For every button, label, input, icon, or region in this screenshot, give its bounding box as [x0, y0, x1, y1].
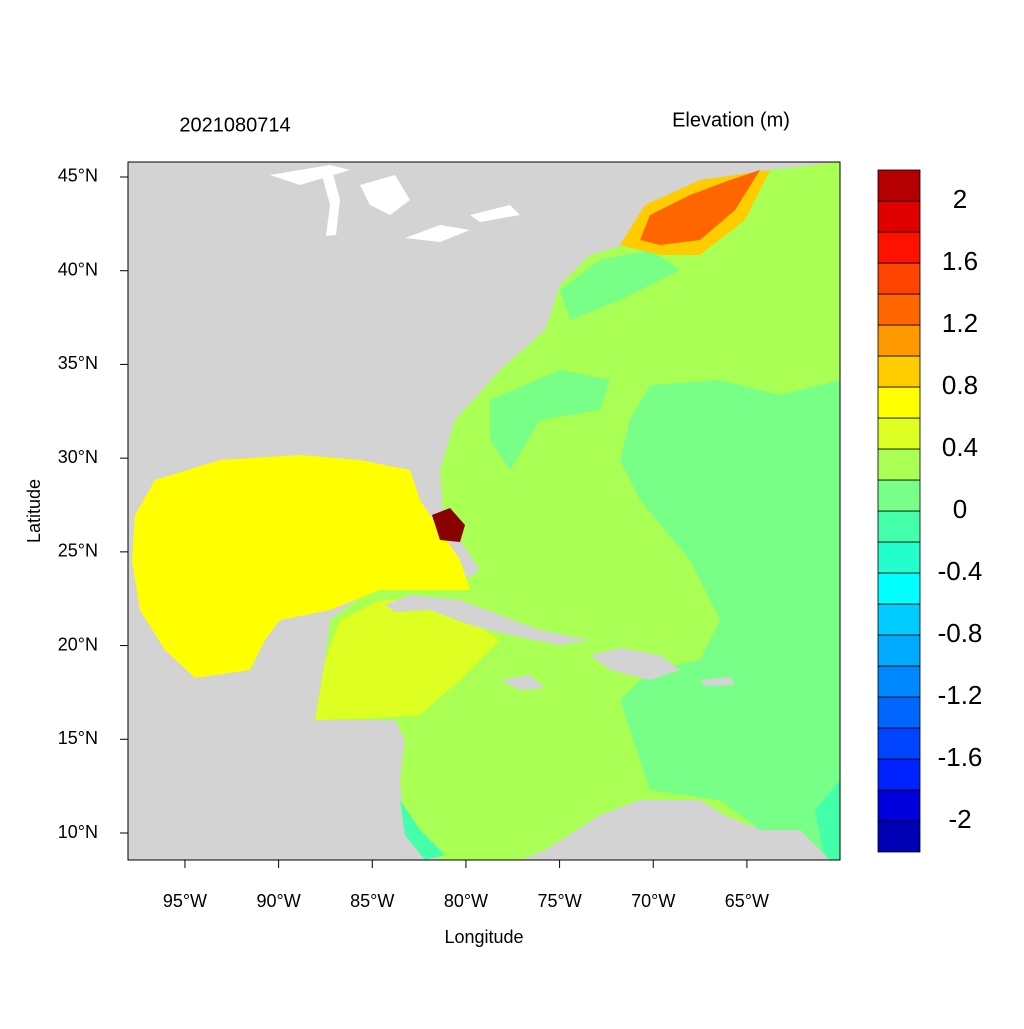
shelf-low — [560, 250, 680, 320]
colorbar-box — [877, 789, 921, 822]
western-caribbean — [315, 600, 500, 720]
plot-frame — [127, 161, 841, 861]
y-tick-label: 10°N — [58, 822, 98, 842]
colorbar-tick-label: 1.6 — [942, 246, 978, 276]
x-axis-label: Longitude — [444, 927, 523, 947]
colorbar-box — [877, 355, 921, 388]
colorbar-box — [877, 603, 921, 636]
x-tick-label: 90°W — [256, 891, 300, 911]
cuba — [385, 595, 590, 645]
colorbar-box — [877, 665, 921, 698]
colorbar-box — [877, 262, 921, 295]
x-axis: 95°W 90°W 85°W 80°W 75°W 70°W 65°W — [163, 860, 769, 911]
x-tick-label: 75°W — [537, 891, 581, 911]
colorbar-box — [877, 448, 921, 481]
jamaica — [500, 675, 545, 690]
shelf-low — [490, 370, 610, 470]
puerto-rico — [700, 677, 735, 686]
colorbar-box — [877, 417, 921, 450]
y-tick-label: 15°N — [58, 728, 98, 748]
florida-surge — [432, 508, 465, 542]
colorbar-box — [877, 510, 921, 543]
x-tick-label: 65°W — [725, 891, 769, 911]
colorbar-box — [877, 634, 921, 667]
x-tick-label: 70°W — [631, 891, 675, 911]
colorbar-box — [877, 386, 921, 419]
lake — [470, 205, 520, 222]
colorbar-box — [877, 727, 921, 760]
y-axis-label: Latitude — [24, 479, 44, 543]
x-tick-label: 80°W — [444, 891, 488, 911]
map-title: 2021080714 — [179, 114, 290, 136]
colorbar-box — [877, 820, 921, 853]
map-area — [128, 162, 840, 860]
atlantic-low — [620, 380, 840, 860]
colorbar-box — [877, 324, 921, 357]
x-tick-label: 95°W — [163, 891, 207, 911]
colorbar-tick-label: 2 — [953, 184, 967, 214]
y-tick-label: 30°N — [58, 447, 98, 467]
lake — [405, 225, 470, 242]
colorbar-tick-label: -1.2 — [938, 680, 983, 710]
y-tick-label: 25°N — [58, 541, 98, 561]
lake — [270, 165, 350, 185]
colorbar-box — [877, 293, 921, 326]
colorbar-box — [877, 541, 921, 574]
coast-low — [815, 780, 840, 860]
x-tick-label: 85°W — [350, 891, 394, 911]
y-tick-label: 35°N — [58, 353, 98, 373]
colorbar-box — [877, 231, 921, 264]
colorbar-tick-label: -1.6 — [938, 742, 983, 772]
gulf-of-maine — [640, 170, 760, 245]
y-tick-label: 40°N — [58, 259, 98, 279]
south-america — [520, 800, 830, 860]
colorbar-tick-label: -0.4 — [938, 556, 983, 586]
lake — [322, 170, 340, 236]
colorbar-tick-label: 1.2 — [942, 308, 978, 338]
colorbar-box — [877, 200, 921, 233]
gulf-of-mexico — [132, 455, 470, 678]
colorbar-box — [877, 169, 921, 202]
colorbar-title: Elevation (m) — [672, 109, 790, 131]
colorbar-box — [877, 572, 921, 605]
hispaniola — [590, 648, 680, 680]
y-axis: 10°N 15°N 20°N 25°N 30°N 35°N 40°N 45°N — [58, 166, 128, 842]
y-tick-label: 45°N — [58, 166, 98, 186]
colorbar-box — [877, 696, 921, 729]
y-tick-label: 20°N — [58, 634, 98, 654]
colorbar-tick-label: 0.4 — [942, 432, 978, 462]
colorbar-tick-label: 0 — [953, 494, 967, 524]
lake — [360, 175, 410, 215]
colorbar-box — [877, 479, 921, 512]
coast-low — [400, 800, 445, 860]
colorbar: -2 -1.6 -1.2 -0.8 -0.4 0 0.4 0.8 1.2 1.6 2 — [877, 169, 983, 853]
colorbar-tick-label: 0.8 — [942, 370, 978, 400]
colorbar-tick-label: -0.8 — [938, 618, 983, 648]
colorbar-tick-label: -2 — [948, 804, 971, 834]
colorbar-box — [877, 758, 921, 791]
